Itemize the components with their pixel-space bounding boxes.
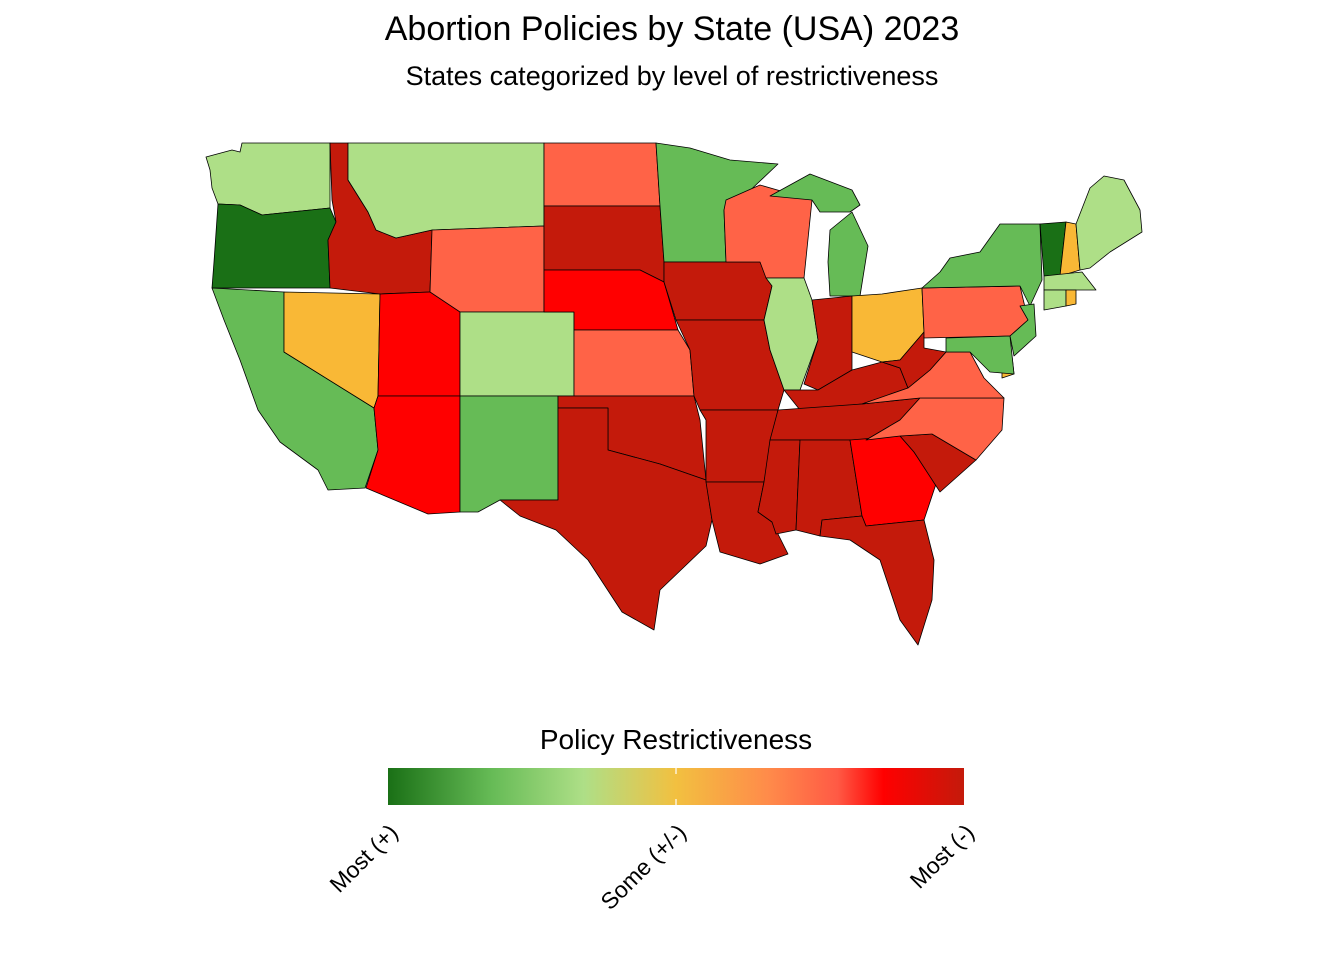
state-new-jersey — [1009, 303, 1037, 357]
state-connecticut — [1043, 289, 1067, 311]
map-title: Abortion Policies by State (USA) 2023 — [384, 10, 960, 48]
legend-tick-label-0: Most (+) — [324, 818, 403, 897]
state-new-york — [921, 223, 1043, 307]
state-maine — [1075, 175, 1143, 271]
state-kansas — [573, 329, 695, 397]
legend-colorbar — [388, 768, 964, 805]
state-oregon — [211, 203, 337, 289]
legend-tick-label-2: Most (-) — [904, 818, 980, 893]
state-arizona — [365, 395, 461, 515]
us-states-map — [205, 142, 1143, 646]
state-texas — [499, 407, 713, 631]
state-north-carolina — [865, 397, 1005, 461]
state-maryland — [945, 335, 1015, 375]
state-rhode-island — [1065, 289, 1077, 307]
state-new-mexico — [459, 395, 559, 513]
state-utah — [377, 291, 461, 397]
state-north-dakota — [543, 142, 661, 207]
state-florida — [819, 515, 935, 646]
legend-tick-label-1: Some (+/-) — [595, 818, 692, 915]
state-pennsylvania — [921, 285, 1029, 339]
map-subtitle: States categorized by level of restricti… — [405, 61, 939, 91]
state-colorado — [459, 311, 575, 397]
state-iowa — [663, 261, 773, 321]
state-massachusetts — [1043, 271, 1097, 291]
legend-title: Policy Restrictiveness — [539, 724, 813, 755]
state-wyoming — [429, 225, 545, 313]
state-montana — [347, 142, 545, 239]
